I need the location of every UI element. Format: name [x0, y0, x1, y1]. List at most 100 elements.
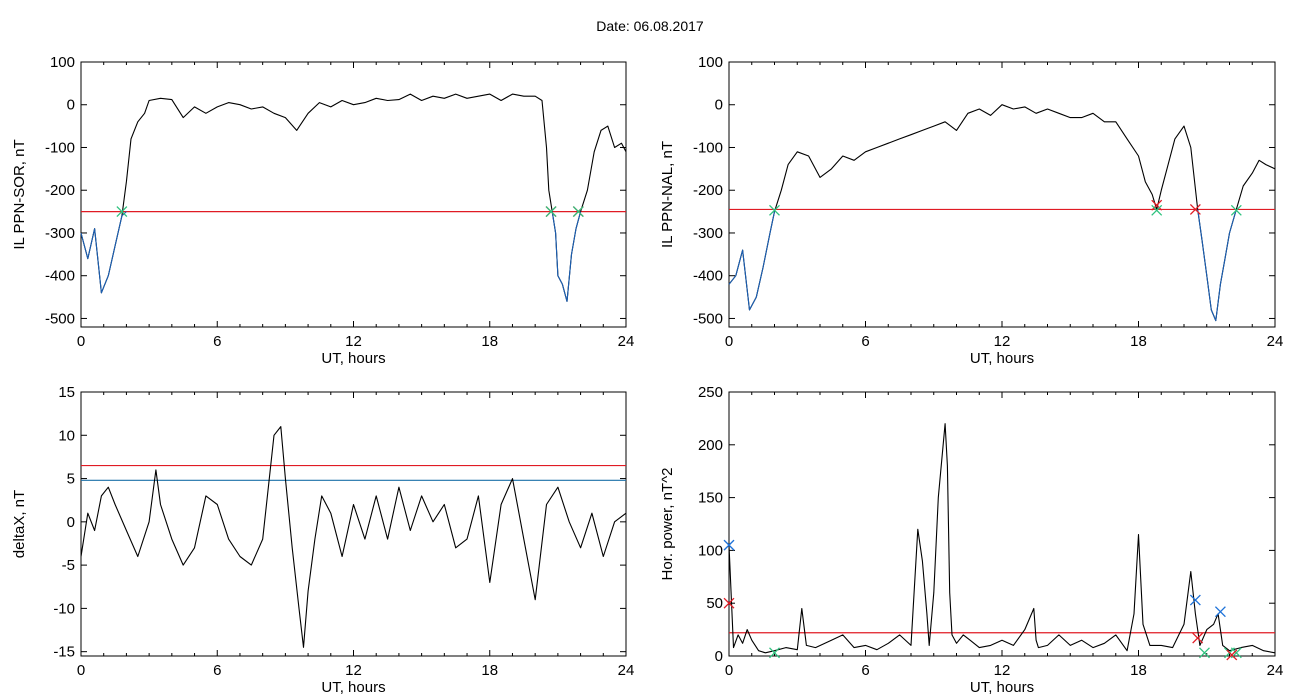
cross-marker	[116, 206, 128, 218]
y-tick-label: -300	[45, 225, 75, 242]
cross-marker	[769, 647, 780, 659]
cross-marker	[545, 206, 557, 218]
cross-marker	[1226, 649, 1238, 661]
y-tick-label: 5	[67, 471, 75, 488]
page-title: Date: 06.08.2017	[596, 18, 704, 34]
x-tick-label: 12	[994, 333, 1011, 350]
cross-marker	[1230, 204, 1242, 216]
series-line	[728, 423, 1276, 654]
y-tick-label: -200	[45, 182, 75, 199]
y-tick-label: -10	[53, 600, 75, 617]
y-tick-label: -100	[45, 139, 75, 156]
cross-stroke	[1214, 606, 1226, 618]
cross-marker	[1189, 204, 1201, 215]
y-tick-label: -500	[693, 310, 723, 327]
cross-marker	[1192, 632, 1204, 644]
series-line	[1197, 209, 1237, 322]
cross-stroke	[1189, 204, 1201, 215]
series-line	[551, 211, 582, 302]
cross-marker	[1199, 647, 1210, 659]
cross-stroke	[1230, 204, 1242, 216]
plot-frame	[728, 61, 1276, 328]
plot-frame	[80, 61, 627, 328]
cross-stroke	[723, 539, 735, 551]
x-tick-label: 18	[1130, 662, 1147, 679]
cross-stroke	[769, 647, 780, 659]
cross-stroke	[769, 204, 780, 216]
cross-marker	[769, 204, 780, 216]
cross-stroke	[572, 206, 584, 218]
y-tick-label: 50	[706, 595, 723, 612]
x-tick-label: 12	[345, 662, 362, 679]
y-tick-label: -15	[53, 644, 75, 661]
y-tick-label: 100	[698, 542, 723, 559]
x-tick-label: 18	[481, 333, 498, 350]
panel-hor-power: 0 6 12 18 24 250 200 150 100 50 0 UT, hours Hor. pow…	[659, 384, 1283, 696]
series-line	[728, 211, 776, 311]
y-tick-label: 100	[50, 54, 75, 71]
panel-il-ppn-sor: 0 6 12 18 24 100 0 -100 -200 -300 -400 -500 UT, hour…	[11, 54, 634, 367]
y-axis-label: Hor. power, nT^2	[659, 468, 676, 581]
x-tick-label: 0	[77, 333, 85, 350]
x-tick-label: 24	[1267, 333, 1284, 350]
panel-il-ppn-nal: 0 6 12 18 24 100 0 -100 -200 -300 -400 -500 UT, hour…	[659, 54, 1283, 367]
cross-marker	[572, 206, 584, 218]
x-tick-label: 24	[1267, 662, 1284, 679]
plot-frame	[728, 391, 1276, 657]
y-axis-label: deltaX, nT	[11, 490, 28, 558]
cross-marker	[1189, 594, 1201, 606]
x-tick-label: 18	[481, 662, 498, 679]
x-axis-label: UT, hours	[321, 350, 385, 367]
y-tick-label: -400	[693, 268, 723, 285]
cross-stroke	[1192, 632, 1204, 644]
x-axis-label: UT, hours	[970, 679, 1034, 696]
x-tick-label: 6	[213, 333, 221, 350]
x-tick-label: 0	[725, 662, 733, 679]
cross-stroke	[1199, 647, 1210, 659]
y-tick-label: -300	[693, 225, 723, 242]
y-tick-label: 200	[698, 437, 723, 454]
cross-marker	[1151, 199, 1163, 211]
y-axis-label: IL PPN-NAL, nT	[659, 141, 676, 248]
cross-marker	[723, 597, 735, 609]
x-tick-label: 6	[213, 662, 221, 679]
x-tick-label: 6	[861, 333, 869, 350]
cross-stroke	[723, 597, 735, 609]
y-tick-label: 0	[715, 97, 723, 114]
y-tick-label: 100	[698, 54, 723, 71]
x-tick-label: 18	[1130, 333, 1147, 350]
x-tick-label: 12	[994, 662, 1011, 679]
x-tick-label: 12	[345, 333, 362, 350]
x-tick-label: 24	[618, 662, 635, 679]
y-tick-label: 15	[58, 384, 75, 401]
y-tick-label: 0	[67, 514, 75, 531]
y-tick-label: -400	[45, 268, 75, 285]
cross-stroke	[1151, 204, 1163, 216]
cross-marker	[1214, 606, 1226, 618]
x-tick-label: 24	[618, 333, 635, 350]
y-axis-label: IL PPN-SOR, nT	[11, 139, 28, 249]
y-tick-label: 10	[58, 427, 75, 444]
series-line	[80, 93, 627, 302]
cross-stroke	[116, 206, 128, 218]
y-tick-label: 0	[715, 648, 723, 665]
cross-stroke	[545, 206, 557, 218]
y-tick-label: 0	[67, 97, 75, 114]
cross-marker	[1151, 204, 1163, 216]
panel-deltax: 0 6 12 18 24 15 10 5 0 -5 -10 -15 UT, hours deltaX, n…	[11, 384, 634, 696]
x-axis-label: UT, hours	[321, 679, 385, 696]
cross-stroke	[1226, 649, 1238, 661]
y-tick-label: -500	[45, 310, 75, 327]
cross-marker	[723, 539, 735, 551]
x-tick-label: 0	[725, 333, 733, 350]
x-axis-label: UT, hours	[970, 350, 1034, 367]
cross-stroke	[1189, 594, 1201, 606]
x-tick-label: 6	[861, 662, 869, 679]
y-tick-label: -200	[693, 182, 723, 199]
series-line	[80, 426, 627, 648]
y-tick-label: 250	[698, 384, 723, 401]
y-tick-label: 150	[698, 490, 723, 507]
x-tick-label: 0	[77, 662, 85, 679]
y-tick-label: -100	[693, 139, 723, 156]
